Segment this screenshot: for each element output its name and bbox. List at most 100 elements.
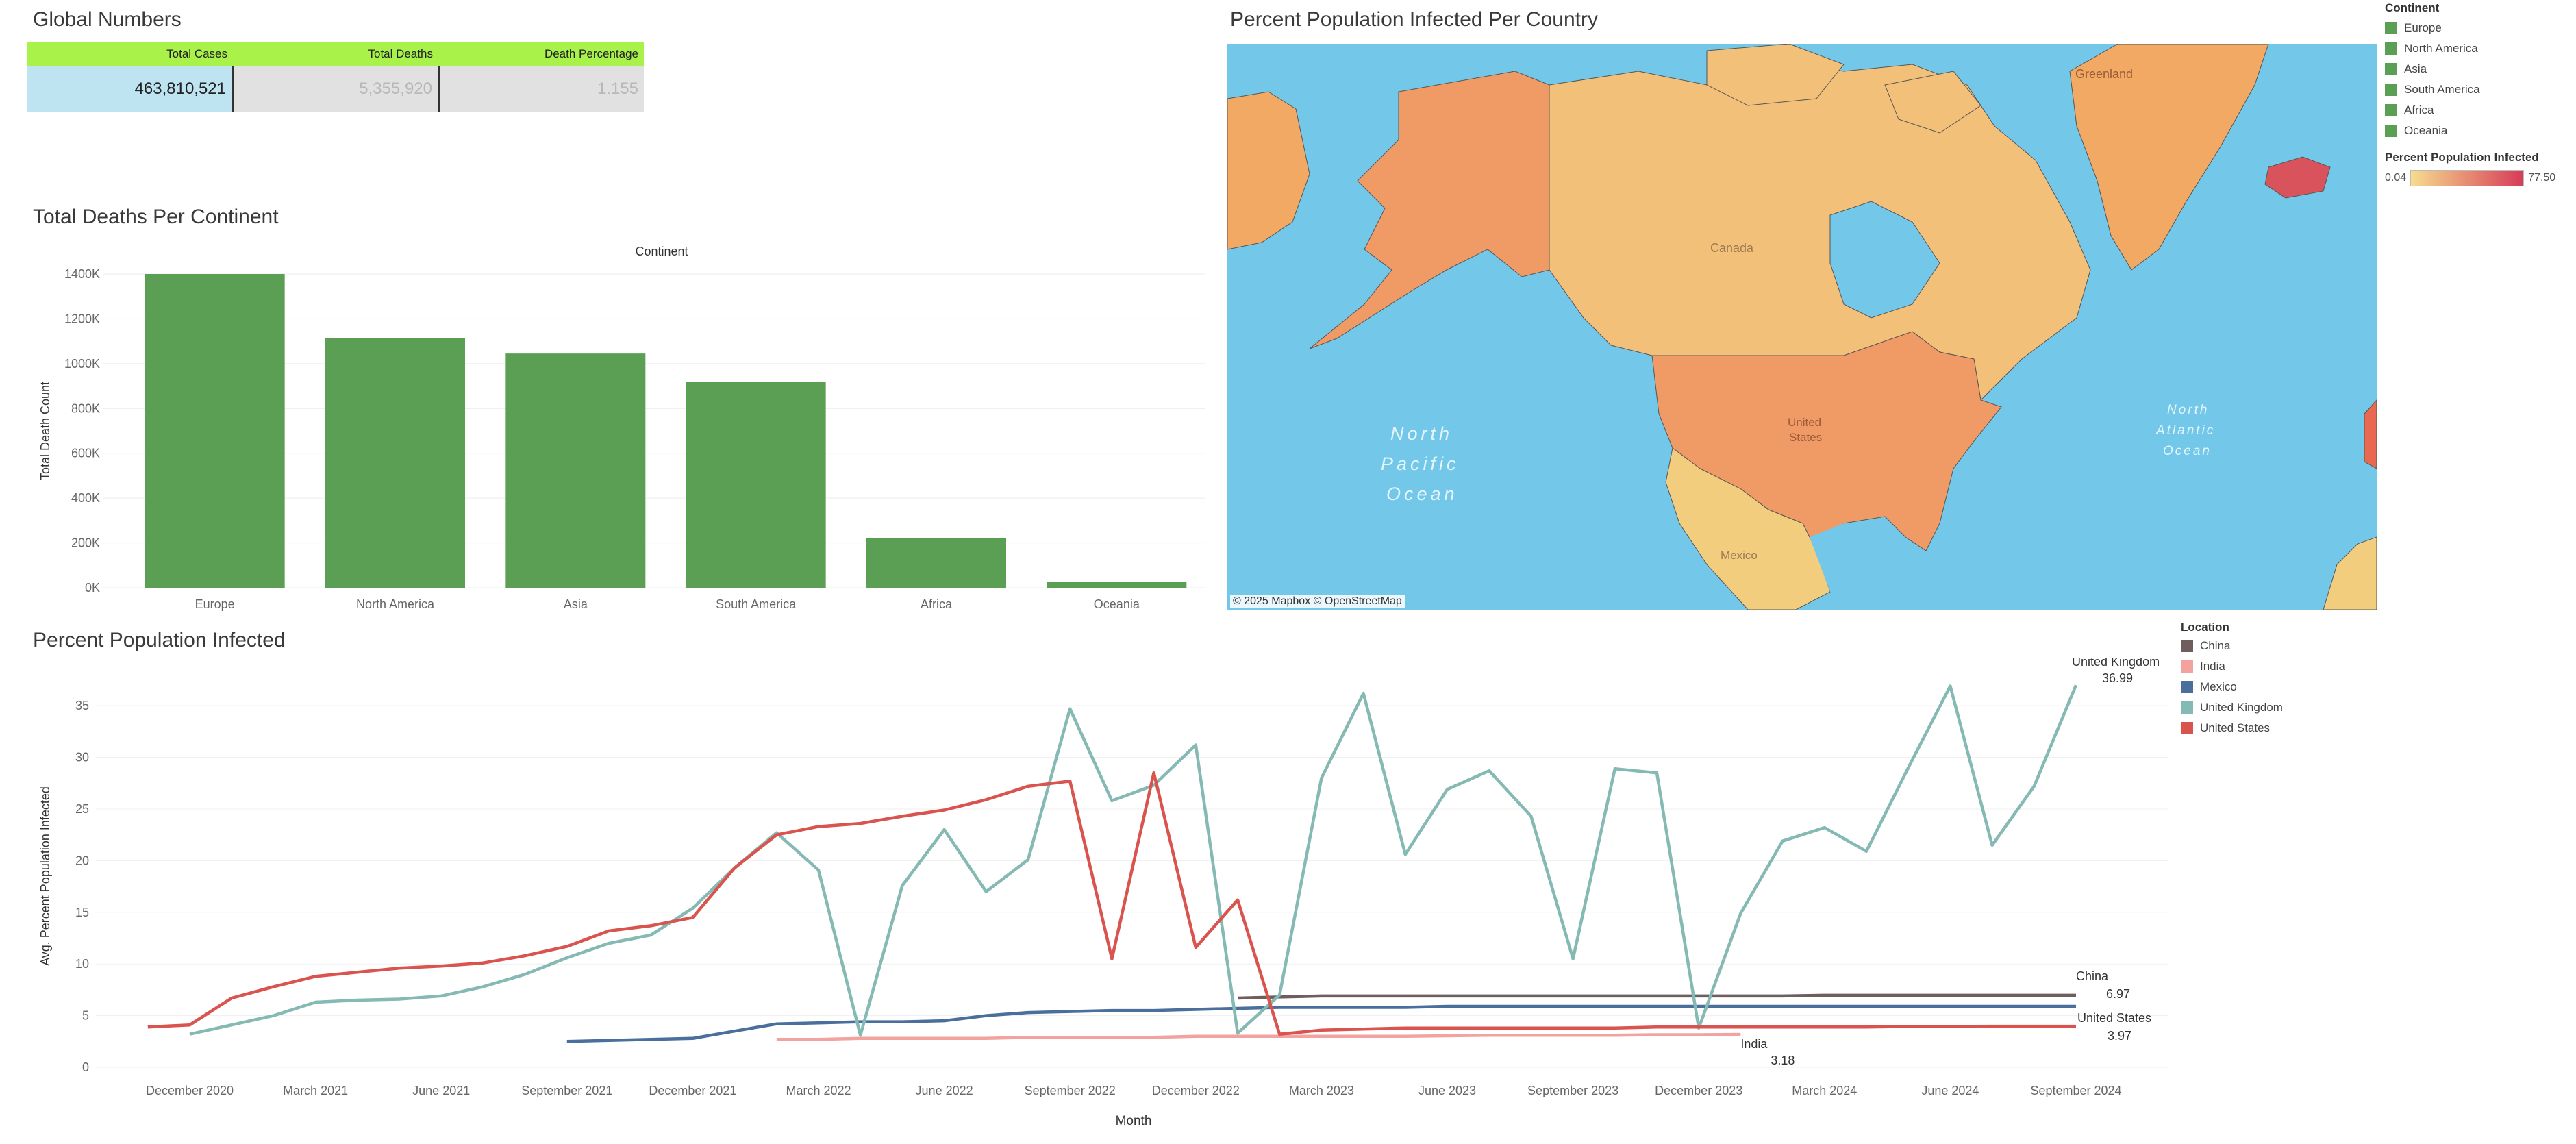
continent-legend-item[interactable]: South America [2385, 79, 2570, 100]
y-tick-label: 400K [71, 491, 100, 505]
x-tick-label: December 2021 [649, 1084, 736, 1097]
x-tick-label: December 2022 [1152, 1084, 1240, 1097]
map-region-europe-edge[interactable] [2364, 399, 2377, 469]
continent-legend-item[interactable]: Africa [2385, 100, 2570, 121]
y-tick-label: 15 [75, 906, 89, 919]
x-tick-label: March 2024 [1792, 1084, 1857, 1097]
x-tick-label: March 2022 [786, 1084, 851, 1097]
continent-legend-item[interactable]: Asia [2385, 59, 2570, 79]
y-tick-label: 5 [82, 1009, 89, 1023]
x-tick-label: June 2024 [1921, 1084, 1979, 1097]
choropleth-map[interactable]: Greenland Canada United States Mexico No… [1227, 44, 2377, 610]
continent-legend-item[interactable]: Europe [2385, 18, 2570, 38]
y-tick-label: 1200K [64, 312, 100, 325]
location-legend-item[interactable]: United Kingdom [2181, 697, 2359, 718]
x-tick-label: South America [716, 597, 797, 611]
legend-swatch [2385, 22, 2397, 34]
map-credit[interactable]: © 2025 Mapbox © OpenStreetMap [1230, 595, 1405, 608]
map-label-pacific-3: Ocean [1386, 484, 1458, 504]
legend-swatch [2181, 722, 2193, 734]
location-legend-item[interactable]: United States [2181, 718, 2359, 738]
x-tick-label: September 2023 [1527, 1084, 1618, 1097]
legend-swatch [2385, 42, 2397, 55]
bar[interactable] [866, 538, 1006, 588]
bar[interactable] [686, 382, 826, 588]
line-chart-title: Percent Population Infected [33, 629, 286, 651]
bar-chart-title: Total Deaths Per Continent [33, 206, 279, 228]
series-line[interactable] [147, 771, 2076, 1036]
y-tick-label: 600K [71, 447, 100, 460]
map-label-pacific-1: North [1390, 423, 1453, 444]
map-hudson-bay [1829, 201, 1940, 319]
bar[interactable] [505, 353, 646, 588]
map-label-atlantic-3: Ocean [2163, 444, 2212, 458]
legend-swatch [2181, 681, 2193, 693]
global-numbers-header: Total Cases Total Deaths Death Percentag… [27, 42, 644, 66]
x-tick-label: March 2023 [1289, 1084, 1354, 1097]
map-label-atlantic-1: North [2167, 403, 2209, 417]
map-region-greenland[interactable] [2069, 44, 2269, 271]
bar-y-axis-label: Total Death Count [38, 382, 52, 480]
global-numbers-title: Global Numbers [33, 8, 182, 31]
legend-swatch [2385, 84, 2397, 96]
y-tick-label: 0K [85, 581, 100, 595]
legend-label: China [2200, 639, 2231, 652]
map-region-canada[interactable] [1549, 57, 2091, 401]
line-y-axis-label: Avg. Percent Population Infected [38, 786, 52, 966]
x-tick-label: September 2022 [1025, 1084, 1116, 1097]
infected-gradient-bar [2410, 170, 2525, 186]
map-label-us-line2: States [1789, 431, 1822, 444]
legend-label: Oceania [2404, 124, 2448, 137]
death-percentage-value[interactable]: 1.155 [440, 66, 644, 112]
series-line[interactable] [776, 1032, 1741, 1041]
bar[interactable] [325, 338, 465, 588]
map-canvas: Greenland Canada United States Mexico No… [1227, 44, 2377, 610]
total-cases-value[interactable]: 463,810,521 [27, 66, 234, 112]
map-region-iceland[interactable] [2264, 156, 2331, 199]
series-end-label: United States [2077, 1011, 2151, 1025]
location-legend-item[interactable]: Mexico [2181, 677, 2359, 697]
total-deaths-header: Total Deaths [368, 47, 434, 60]
y-tick-label: 1000K [64, 357, 100, 371]
continent-legend-item[interactable]: Oceania [2385, 121, 2570, 141]
x-tick-label: December 2023 [1655, 1084, 1742, 1097]
series-line[interactable] [566, 1004, 2076, 1043]
continent-legend-item[interactable]: North America [2385, 38, 2570, 59]
y-tick-label: 0 [82, 1060, 89, 1074]
series-line[interactable] [1237, 993, 2076, 1000]
map-region-west[interactable] [1227, 91, 1310, 250]
death-percentage-header: Death Percentage [544, 47, 638, 60]
legend-label: Africa [2404, 103, 2434, 116]
infected-scale-min: 0.04 [2385, 172, 2407, 184]
map-label-canada: Canada [1710, 241, 1754, 255]
map-region-alaska[interactable] [1309, 71, 1550, 349]
map-gulf-of-mexico [1810, 523, 1905, 592]
infected-scale-max: 77.50 [2528, 172, 2556, 184]
series-end-label: China [2076, 969, 2109, 983]
legend-label: North America [2404, 42, 2478, 55]
series-line[interactable] [189, 684, 2078, 1037]
bar-chart-header: Continent [635, 245, 688, 258]
x-tick-label: June 2021 [412, 1084, 470, 1097]
legend-label: South America [2404, 83, 2480, 96]
total-deaths-value[interactable]: 5,355,920 [234, 66, 440, 112]
x-tick-label: June 2022 [916, 1084, 973, 1097]
total-cases-header: Total Cases [166, 47, 227, 60]
map-region-africa-edge[interactable] [2323, 536, 2377, 610]
global-numbers-table: Total Cases Total Deaths Death Percentag… [27, 42, 644, 112]
location-legend-item[interactable]: China [2181, 636, 2359, 656]
map-arctic-islands [1706, 44, 1981, 134]
bar[interactable] [145, 274, 285, 588]
legend-swatch [2385, 104, 2397, 116]
y-tick-label: 30 [75, 751, 89, 764]
x-tick-label: North America [356, 597, 435, 611]
legend-swatch [2181, 701, 2193, 714]
y-tick-label: 20 [75, 854, 89, 867]
x-tick-label: June 2023 [1418, 1084, 1476, 1097]
map-label-us-line1: United [1788, 416, 1821, 429]
series-end-label: India [1740, 1037, 1768, 1051]
location-legend-item[interactable]: India [2181, 656, 2359, 677]
continent-legend: Continent Europe North America Asia South A… [2385, 1, 2570, 186]
bar[interactable] [1047, 582, 1187, 588]
legend-swatch [2181, 660, 2193, 673]
